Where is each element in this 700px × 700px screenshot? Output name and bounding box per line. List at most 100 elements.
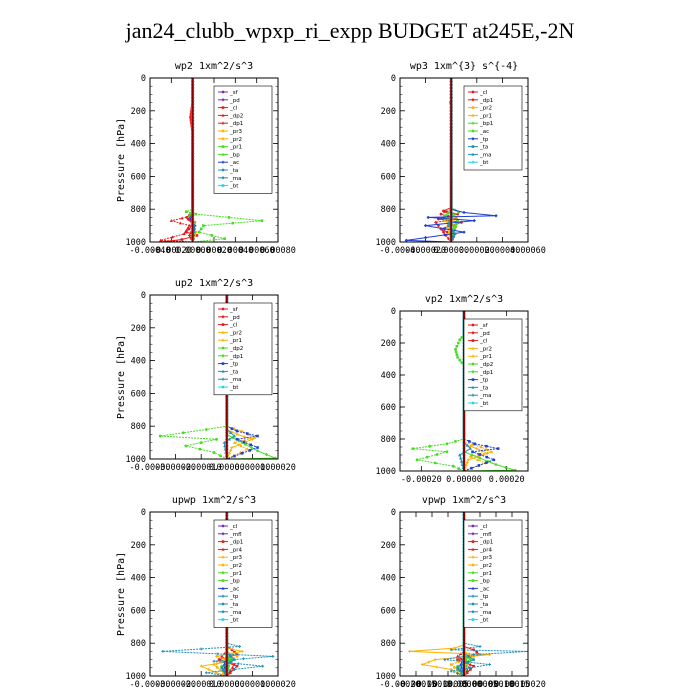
series-dp1-point xyxy=(255,449,260,453)
x-tick-label: -0.00005 xyxy=(428,680,469,690)
series-pr1-point xyxy=(251,437,254,441)
series-tp-point xyxy=(472,653,475,657)
series-dp2-point xyxy=(186,226,190,230)
legend-entry: _pr1 xyxy=(229,338,242,344)
y-tick-label: 800 xyxy=(131,639,146,649)
legend-entry: _ac xyxy=(479,129,489,135)
series-tp-point xyxy=(470,466,473,470)
series-tp-point xyxy=(216,652,220,656)
series-pr2-point xyxy=(215,665,219,669)
y-tick-label: 0 xyxy=(141,74,146,84)
legend-entry: _pr2 xyxy=(229,563,242,569)
y-tick-label: 400 xyxy=(381,371,396,381)
series-tp-point xyxy=(473,442,476,446)
series-dp2-point xyxy=(212,451,216,454)
series-dp2-point xyxy=(158,434,162,438)
series-pr2-point xyxy=(212,663,216,666)
series-dp2-point xyxy=(454,350,458,354)
legend: _sf _pd _cl_dp2 _dp1 _pr3 _pr2 _pr1_bp _ac _ta _m… xyxy=(213,85,273,194)
series-ta-point xyxy=(222,440,226,444)
series-pr1-point xyxy=(230,446,234,449)
series-tp-point xyxy=(449,669,453,673)
series-dp1-point xyxy=(230,648,234,652)
series-tp-point xyxy=(404,238,409,242)
legend-marker-point xyxy=(221,90,225,94)
legend-entry: _ac xyxy=(229,160,239,166)
legend-marker-point xyxy=(471,106,475,109)
series-cl-point xyxy=(187,227,191,231)
legend-entry: _ac xyxy=(229,586,239,592)
legend-entry: _ta xyxy=(479,385,488,391)
series-pr3-point xyxy=(427,660,431,664)
series-ta-point xyxy=(451,229,455,233)
series-tp-point xyxy=(471,450,474,454)
series-tp-point xyxy=(233,454,236,458)
legend-marker-point xyxy=(471,346,475,350)
series-dp1-point xyxy=(439,212,443,216)
legend-marker-point xyxy=(221,547,225,551)
legend-entry: _ta xyxy=(229,168,238,174)
legend-marker-point xyxy=(221,152,225,156)
series-tp-point xyxy=(526,650,528,653)
legend-marker-point xyxy=(221,184,225,187)
series-pr1-point xyxy=(184,210,188,213)
series-dp1-point xyxy=(249,445,254,450)
legend-entry: _pr1 xyxy=(479,113,492,119)
series-dp2-point xyxy=(204,428,208,431)
series-dp2-point xyxy=(411,447,415,450)
legend-entry: _bp xyxy=(479,579,490,585)
legend-entry: _dp1 xyxy=(479,370,493,376)
series-pr2-point xyxy=(253,435,257,439)
legend-marker-point xyxy=(471,610,475,614)
y-tick-label: 0 xyxy=(141,508,146,518)
series-dp1-point xyxy=(444,209,448,214)
series-line-dp2 xyxy=(160,78,194,242)
series-pr3-point xyxy=(421,663,424,666)
series-ta-point xyxy=(448,221,451,225)
series-dp1-point xyxy=(472,664,475,668)
series-tp-point xyxy=(261,664,265,668)
legend-entry: _cl xyxy=(229,524,238,530)
legend-marker-point xyxy=(221,160,225,164)
series-pr3-point xyxy=(240,650,244,653)
legend-entry: _ma xyxy=(479,393,491,399)
x-tick-label: 0.00010 xyxy=(234,463,270,473)
series-ta-point xyxy=(459,459,464,463)
series-dp2-point xyxy=(435,453,439,456)
series-pr2-point xyxy=(476,458,480,461)
series-dp2-point xyxy=(198,447,202,451)
legend-marker-point xyxy=(471,362,475,366)
series-pr3-point xyxy=(222,657,226,661)
legend-marker-point xyxy=(471,323,475,327)
series-pr2-point xyxy=(447,227,450,231)
series-dp2-point xyxy=(454,348,457,351)
legend-entry: _ta xyxy=(229,369,238,375)
series-tp-point xyxy=(472,218,476,223)
series-dp2-point xyxy=(182,232,186,235)
series-dp2-point xyxy=(184,229,188,233)
x-tick-label: 0.00080 xyxy=(260,246,296,256)
legend-entry: _bt xyxy=(229,618,239,624)
series-ta-point xyxy=(472,658,475,661)
series-pr2-point xyxy=(468,454,472,458)
x-tick-label: 0.00005 xyxy=(462,680,498,690)
series-ac-point xyxy=(446,211,450,215)
legend-entry: _ma xyxy=(229,176,241,182)
legend-marker-point xyxy=(471,579,475,582)
legend-entry: _pr4 xyxy=(229,547,243,553)
y-tick-label: 600 xyxy=(381,403,396,413)
legend-entry: _bt xyxy=(479,618,489,624)
y-tick-label: 800 xyxy=(381,205,396,215)
legend-entry: _ma xyxy=(229,377,241,383)
series-pr1-point xyxy=(231,221,234,225)
legend-entry: _pr1 xyxy=(479,354,492,360)
legend-marker-point xyxy=(221,121,225,125)
series-dp1-point xyxy=(233,650,236,654)
legend-entry: _ta xyxy=(229,602,238,608)
series-pr3-point xyxy=(207,668,211,671)
x-tick-label: 0.00000 xyxy=(209,463,245,473)
legend-entry: _dp2 xyxy=(479,362,493,368)
panel-vp2: vp2 1xm^2/s^3 0 200 400 600 800 1000 -0.00020 0.… xyxy=(376,294,529,485)
legend-entry: _bt xyxy=(479,160,489,166)
series-dp2-point xyxy=(415,458,419,462)
